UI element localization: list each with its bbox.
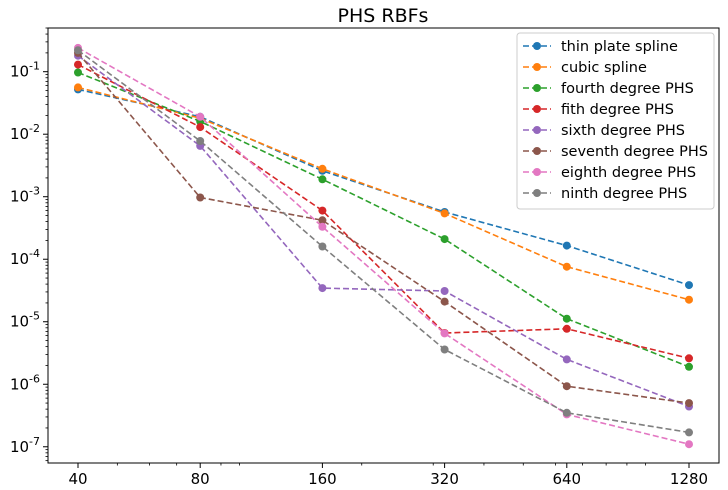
data-point	[440, 329, 449, 338]
data-point	[562, 241, 571, 250]
legend-marker	[533, 189, 541, 197]
x-tick-label: 40	[68, 470, 87, 488]
plot-area	[74, 43, 693, 449]
legend-marker	[533, 84, 541, 92]
y-tick-label: 10-3	[10, 185, 40, 206]
y-tick-label: 10-1	[10, 60, 40, 81]
data-point	[685, 440, 693, 449]
data-point	[318, 206, 327, 215]
data-point	[440, 297, 449, 306]
data-point	[562, 314, 571, 323]
data-point	[685, 399, 693, 408]
series-line	[77, 47, 690, 445]
data-point	[318, 175, 327, 184]
data-point	[440, 287, 449, 295]
data-point	[74, 46, 82, 55]
data-point	[196, 112, 205, 121]
x-axis: 40 80 160 320 640 1280	[68, 463, 708, 488]
legend-label: seventh degree PHS	[561, 144, 708, 160]
legend-label: fourth degree PHS	[561, 81, 694, 97]
series-line	[77, 49, 690, 434]
legend-label: thin plate spline	[561, 39, 678, 55]
y-tick-label: 10-7	[10, 435, 40, 456]
data-point	[685, 428, 693, 437]
legend-frame	[516, 32, 715, 210]
data-point	[318, 242, 327, 251]
chart-title: PHS RBFs	[338, 5, 429, 27]
legend: thin plate spline cubic spline fourth degr…	[516, 32, 715, 210]
legend-marker	[533, 105, 541, 113]
x-tick-label: 320	[430, 470, 459, 488]
data-point	[74, 60, 82, 69]
data-point	[196, 123, 205, 132]
data-point	[318, 216, 327, 225]
x-tick-label: 160	[308, 470, 337, 488]
legend-marker	[533, 168, 541, 176]
data-point	[440, 345, 449, 354]
data-point	[685, 295, 693, 304]
data-point	[562, 382, 571, 391]
x-tick-label: 640	[552, 470, 581, 488]
data-point	[196, 137, 205, 145]
y-tick-label: 10-4	[10, 247, 40, 268]
series-line	[77, 55, 690, 408]
data-point	[562, 408, 571, 417]
data-point	[685, 281, 693, 290]
series-line	[77, 63, 690, 360]
y-tick-label: 10-5	[10, 310, 40, 331]
legend-label: cubic spline	[561, 60, 647, 76]
legend-marker	[533, 42, 541, 50]
series-line	[77, 88, 690, 286]
data-point	[74, 83, 82, 92]
data-point	[196, 193, 205, 202]
data-point	[685, 362, 693, 371]
legend-label: fith degree PHS	[561, 102, 674, 118]
legend-marker	[533, 126, 541, 134]
data-point	[318, 222, 327, 231]
y-tick-label: 10-2	[10, 122, 40, 143]
data-point	[685, 354, 693, 363]
y-tick-label: 10-6	[10, 372, 40, 393]
data-point	[562, 355, 571, 364]
series-line	[77, 52, 690, 404]
series-line	[77, 71, 690, 368]
x-tick-label: 1280	[670, 470, 708, 488]
y-axis: 10-7 10-6 10-5 10-4 10-3 10-2 10-1	[10, 27, 48, 462]
legend-label: ninth degree PHS	[561, 186, 687, 202]
legend-label: sixth degree PHS	[561, 123, 685, 139]
data-point	[74, 68, 82, 77]
legend-marker	[533, 147, 541, 155]
data-point	[440, 209, 449, 218]
data-point	[562, 262, 571, 271]
data-point	[562, 324, 571, 333]
data-point	[440, 235, 449, 244]
data-point	[318, 164, 327, 173]
data-point	[318, 284, 327, 293]
x-tick-label: 80	[191, 470, 210, 488]
series-line	[77, 86, 690, 301]
legend-label: eighth degree PHS	[561, 165, 696, 181]
legend-marker	[533, 63, 541, 71]
plot-frame	[47, 27, 720, 464]
